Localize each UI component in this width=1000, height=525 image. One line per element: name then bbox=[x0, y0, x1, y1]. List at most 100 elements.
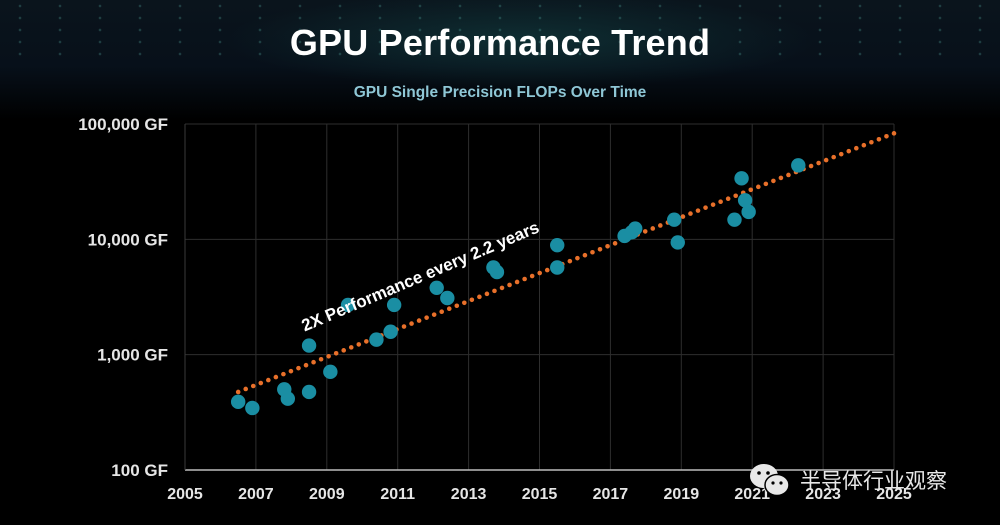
trendline-dot bbox=[763, 181, 769, 187]
data-point bbox=[301, 338, 317, 353]
data-point bbox=[383, 324, 398, 339]
y-tick-label: 1,000 GF bbox=[97, 346, 168, 365]
watermark-text: 半导体行业观察 bbox=[800, 469, 947, 493]
x-tick-label: 2013 bbox=[451, 486, 487, 503]
x-tick-label: 2021 bbox=[734, 486, 770, 503]
trendline-dot bbox=[492, 288, 497, 294]
data-point bbox=[667, 212, 682, 227]
trendline-dot bbox=[258, 380, 264, 386]
data-point bbox=[386, 297, 402, 313]
data-point bbox=[670, 235, 685, 250]
header-background bbox=[0, 0, 1000, 120]
data-point bbox=[230, 394, 246, 410]
data-point bbox=[489, 264, 505, 280]
x-tick-label: 2023 bbox=[805, 486, 841, 503]
data-point bbox=[245, 400, 260, 416]
data-point bbox=[741, 204, 756, 220]
trendline-dot bbox=[808, 163, 814, 169]
y-tick-labels: 100 GF 1,000 GF 10,000 GF 100,000 GF bbox=[78, 115, 168, 480]
trendline-dot bbox=[718, 199, 723, 205]
watermark: 半导体行业观察 bbox=[748, 462, 947, 498]
trendline-dot bbox=[303, 362, 309, 368]
x-tick-label: 2019 bbox=[664, 486, 700, 503]
trend-annotation: 2X Performance every 2.2 years bbox=[299, 218, 542, 336]
trendline-dot bbox=[235, 389, 241, 395]
trendline-dot bbox=[311, 359, 316, 365]
trendline-dot bbox=[318, 356, 324, 362]
trendline-dot bbox=[612, 241, 618, 246]
trendline-dot bbox=[823, 157, 829, 163]
trendline-dot bbox=[243, 386, 249, 392]
trendline-dot bbox=[597, 246, 603, 252]
trendline-dot bbox=[477, 294, 482, 300]
trendline-dot bbox=[846, 148, 852, 154]
trendline-dot bbox=[296, 365, 301, 371]
trendline-dot bbox=[748, 187, 754, 193]
trendline-dot bbox=[484, 291, 490, 297]
y-tick-label: 10,000 GF bbox=[88, 230, 168, 249]
trendline-dot bbox=[869, 139, 874, 145]
chart-title: GPU Performance Trend bbox=[289, 22, 711, 63]
trendline-dot bbox=[710, 202, 716, 207]
trendline-dot bbox=[876, 136, 882, 142]
data-point bbox=[440, 290, 455, 306]
trendline-dot bbox=[273, 374, 279, 380]
trendline-dot bbox=[409, 321, 414, 326]
wechat-icon bbox=[748, 462, 792, 498]
trendline-dot bbox=[416, 318, 422, 323]
chart-subtitle: GPU Single Precision FLOPs Over Time bbox=[353, 84, 647, 101]
trendline-dot bbox=[891, 131, 897, 136]
trendline-dot bbox=[431, 312, 437, 317]
data-point bbox=[727, 212, 742, 227]
trendline-dot bbox=[424, 315, 429, 320]
trendline-dot bbox=[439, 309, 445, 314]
trendline-dot bbox=[364, 339, 369, 344]
data-points bbox=[230, 158, 806, 416]
trendline-dot bbox=[756, 184, 761, 190]
trendline-dot bbox=[861, 142, 867, 148]
x-tick-label: 2011 bbox=[380, 486, 415, 503]
data-point bbox=[791, 158, 806, 173]
trendline-dot bbox=[401, 324, 407, 329]
trendline-dot bbox=[537, 270, 543, 276]
trendline-dot bbox=[266, 377, 271, 383]
data-point bbox=[737, 193, 753, 208]
data-point bbox=[340, 297, 356, 313]
trendline-dot bbox=[454, 303, 460, 309]
data-point bbox=[550, 260, 565, 275]
annotations: 2X Performance every 2.2 years bbox=[299, 218, 542, 336]
trendline-dot bbox=[462, 300, 467, 306]
x-tick-label: 2025 bbox=[876, 486, 912, 503]
trendline-dot bbox=[507, 282, 512, 288]
trendline-dot bbox=[499, 285, 505, 291]
trendline-dot bbox=[733, 193, 738, 199]
trendline-dot bbox=[356, 342, 362, 347]
trendline-dot bbox=[650, 226, 656, 231]
trendline-dot bbox=[567, 258, 573, 264]
trendline-dot bbox=[816, 160, 821, 166]
trendline-dot bbox=[771, 178, 776, 184]
data-point bbox=[734, 171, 749, 186]
data-point bbox=[628, 221, 643, 236]
trendline-dot bbox=[514, 279, 520, 285]
trendline-dot bbox=[680, 214, 686, 219]
trendline-dot bbox=[831, 154, 836, 160]
trendline-dot bbox=[605, 243, 610, 249]
data-point bbox=[429, 280, 444, 295]
data-point bbox=[550, 237, 565, 253]
trendline-dot bbox=[544, 267, 550, 273]
x-tick-label: 2007 bbox=[238, 486, 274, 503]
x-tick-label: 2005 bbox=[167, 486, 203, 503]
trendline-dot bbox=[281, 371, 286, 377]
trendline-dot bbox=[446, 306, 452, 312]
trendline-dot bbox=[575, 255, 580, 261]
trendline-dot bbox=[590, 249, 595, 255]
data-point bbox=[280, 391, 296, 406]
trendline-dot bbox=[582, 252, 588, 258]
trendline-dot bbox=[838, 151, 844, 157]
y-tick-label: 100,000 GF bbox=[78, 115, 168, 134]
trendline-dot bbox=[688, 211, 693, 216]
trendline-dot bbox=[348, 345, 354, 350]
data-point bbox=[369, 332, 384, 347]
